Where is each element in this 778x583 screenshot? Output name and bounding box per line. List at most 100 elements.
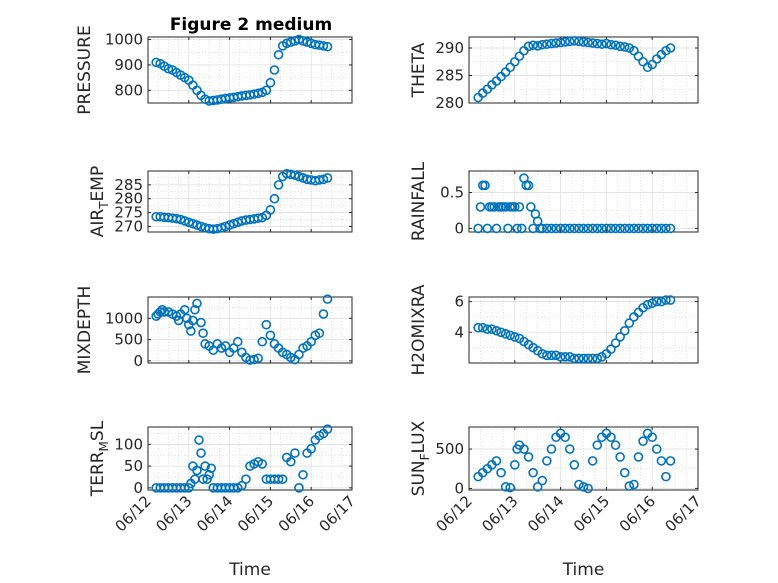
data-point: [294, 483, 304, 493]
data-point: [638, 56, 648, 67]
data-point: [241, 474, 251, 484]
data-point: [269, 65, 280, 75]
data-point: [615, 223, 625, 234]
data-point: [583, 37, 593, 48]
data-point: [647, 432, 658, 443]
data-point: [196, 448, 206, 458]
axes-box: [147, 426, 353, 491]
data-point: [500, 482, 511, 492]
data-point: [542, 39, 552, 49]
data-point: [318, 174, 329, 185]
y-tick-label: 0: [454, 219, 464, 237]
data-point: [642, 223, 653, 234]
data-point: [555, 352, 566, 362]
x-tick-label: 06/15: [570, 492, 613, 535]
axes-theta: 280 285 290 THETA: [409, 36, 699, 112]
data-point: [514, 51, 525, 62]
y-axis-label: RAINFALL: [409, 161, 429, 241]
data-point: [615, 452, 625, 462]
data-point: [619, 325, 630, 336]
data-point: [615, 332, 625, 342]
data-point: [624, 223, 635, 234]
data-point: [532, 40, 543, 51]
data-point: [516, 223, 527, 234]
data-point: [509, 56, 520, 67]
data-point: [179, 483, 190, 493]
data-point: [542, 456, 552, 466]
data-point: [491, 325, 502, 336]
data-point: [477, 322, 488, 333]
data-point: [537, 39, 548, 50]
data-point: [157, 304, 168, 315]
data-point: [537, 348, 548, 359]
data-point: [480, 180, 490, 191]
data-point: [551, 350, 561, 361]
data-point: [285, 456, 296, 467]
data-point: [656, 456, 667, 466]
data-point: [560, 37, 570, 47]
data-point: [290, 448, 300, 458]
data-point: [661, 295, 671, 305]
x-tick-label: 06/14: [524, 492, 567, 535]
y-tick-label: 0: [133, 479, 143, 497]
data-point: [220, 221, 231, 232]
data-point: [473, 223, 483, 234]
x-tick-label: 06/15: [234, 492, 277, 535]
data-point: [647, 298, 658, 308]
data-point: [273, 49, 284, 60]
data-point: [249, 354, 259, 365]
y-tick-label: 500: [114, 331, 143, 349]
data-point: [253, 213, 263, 223]
data-point: [665, 223, 676, 234]
y-tick-label: 800: [114, 81, 143, 99]
data-point: [610, 440, 621, 450]
axes-box: [468, 36, 699, 104]
x-tick-label: 06/16: [275, 492, 318, 535]
data-point: [200, 461, 210, 471]
data-point: [496, 327, 506, 338]
y-tick-label: 0.5: [440, 184, 464, 202]
data-point: [606, 344, 616, 354]
data-point: [619, 42, 630, 52]
data-point: [587, 456, 598, 466]
data-point: [306, 443, 317, 454]
data-point: [542, 223, 552, 234]
data-point: [314, 328, 325, 338]
data-point: [546, 444, 557, 454]
data-point: [583, 223, 593, 234]
data-point: [322, 294, 333, 304]
y-axis-label: AIRTEMP: [88, 166, 111, 237]
data-point: [555, 223, 566, 234]
data-point: [179, 216, 190, 226]
axes-h2omixra: 4 6 H2OMIXRA: [409, 284, 699, 376]
data-point: [526, 202, 536, 212]
y-axis-label: PRESSURE: [75, 25, 95, 114]
data-point: [629, 223, 639, 234]
y-tick-label: 100: [114, 435, 143, 453]
data-point: [601, 223, 612, 234]
x-tick-label: 06/13: [478, 492, 521, 535]
data-point: [473, 322, 483, 333]
y-axis-label: MIXDEPTH: [75, 286, 95, 375]
data-point: [601, 38, 612, 49]
data-point: [523, 180, 534, 191]
data-point: [273, 180, 284, 190]
y-tick-label: 1000: [105, 31, 143, 49]
data-point: [322, 424, 333, 434]
data-point: [619, 467, 630, 478]
x-tick-label: 06/17: [662, 492, 705, 535]
data-point: [192, 298, 202, 309]
data-point: [560, 223, 570, 234]
axes-pressure: 800 900 1000 PRESSURE: [75, 25, 353, 115]
data-point: [277, 474, 288, 484]
data-point: [192, 220, 202, 230]
data-point: [175, 214, 186, 225]
data-point: [294, 34, 304, 45]
data-point: [206, 463, 217, 474]
data-point: [564, 36, 575, 47]
data-point: [665, 295, 676, 305]
data-point: [261, 85, 272, 96]
y-tick-label: 270: [114, 217, 143, 235]
data-point: [574, 36, 584, 47]
data-point: [294, 171, 304, 182]
